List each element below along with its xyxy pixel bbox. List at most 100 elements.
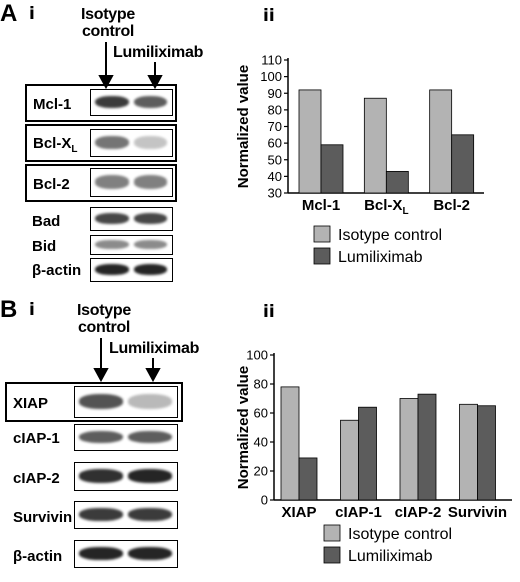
blot-a-label-actin: β-actin [32,262,82,279]
chart-a-ylabel: Normalized value [235,65,252,188]
blot-a-label-mcl-1: Mcl-1 [33,96,72,113]
chart-a-ytick-label: 110 [261,53,282,68]
chart-b-legend-swatch-lumiliximab [323,546,341,564]
chart-a-legend-isotype-control: Isotype control [338,227,442,244]
chart-b-ytick-label: 100 [246,348,268,363]
blot-a-band-mcl-1-lumiliximab [133,95,167,109]
blot-b-strip-ciap-2 [74,462,178,491]
blot-a-label-bcl-2: Bcl-2 [33,176,70,193]
blot-a-strip-bcl-xl [90,129,173,157]
panel-b-lumiliximab-header: Lumiliximab [109,340,200,357]
blot-a-band-bcl-2-lumiliximab [133,175,167,189]
panel-b-i-label: i [29,300,35,320]
chart-b-xtick-label: cIAP-1 [335,504,382,521]
blot-b-band-xiap-lumiliximab [128,394,172,409]
chart-a-ytick-label: 80 [268,102,282,117]
blot-b-band-ciap-2-lumiliximab [128,469,172,483]
blot-b-band-actin-lumiliximab [128,547,172,560]
chart-b-ytick-label: 0 [261,493,268,508]
blot-a-strip-mcl-1 [90,89,173,116]
chart-a: Normalized value 30 40 50 60 70 80 90 100 110 Mcl-… [234,48,520,276]
blot-b-label-xiap: XIAP [13,395,49,412]
panel-b-arrows [93,338,161,383]
chart-a-bar-bcl-xl-lumiliximab [385,170,409,194]
chart-b-legend-swatch-isotype-control [323,524,341,542]
blot-a-band-bad-lumiliximab [133,213,167,224]
chart-a-bar-bcl-xl-isotype-control [363,97,387,194]
panel-a-isotype-header: Isotype control [77,6,139,40]
chart-b-bar-ciap-2-isotype-control [399,398,419,501]
panel-b-ii-label: ii [263,302,275,322]
panel-a-i-label: i [29,4,35,24]
blot-b-band-actin-isotype [79,547,123,560]
chart-b-ytick-label: 60 [254,406,268,421]
panel-b-isotype-line2: control [77,319,131,336]
panel-b-letter: B [0,296,18,323]
chart-a-ytick-label: 50 [268,152,282,167]
chart-a-xtick-label: Bcl-XL [364,197,408,217]
blot-a-strip-bcl-2 [90,168,173,197]
chart-a-bar-mcl-1-isotype-control [298,89,322,194]
blot-a-band-actin-isotype [95,264,129,275]
blot-a-strip-actin [90,258,173,282]
blot-a-band-bid-isotype [95,240,129,249]
chart-b-xtick-label: cIAP-2 [395,504,442,521]
blot-a-band-bcl-xl-isotype [95,136,129,149]
blot-a-label-bad: Bad [32,213,61,230]
chart-b-svg: Normalized value 0 20 40 60 80 100 XIAP cIAP-1 cI… [235,348,512,565]
blot-b-strip-xiap [74,386,178,418]
blot-b-band-ciap-1-lumiliximab [128,430,172,444]
blot-a-strip-bid [90,235,173,255]
panel-a-arrows [98,42,163,90]
chart-b-ytick-label: 80 [254,377,268,392]
blot-a-strip-bad [90,207,173,231]
chart-b-bar-ciap-1-isotype-control [340,419,359,501]
blot-a-band-bid-lumiliximab [133,240,167,249]
blot-b-strip-actin [74,540,178,568]
chart-b-xtick-label: Survivin [448,504,507,521]
chart-b-bar-survivin-lumiliximab [477,405,496,501]
chart-b-bar-ciap-1-lumiliximab [358,406,377,501]
panel-b-isotype-header: Isotype control [73,302,135,336]
blot-a-box-bcl-xl [25,124,177,162]
chart-a-ytick-label: 40 [268,169,282,184]
chart-b-legend-isotype-control: Isotype control [348,526,452,543]
chart-a-bar-mcl-1-lumiliximab [320,144,344,194]
panel-a-isotype-line2: control [81,23,135,40]
chart-b-ylabel: Normalized value [235,366,252,489]
chart-b-bar-xiap-isotype-control [280,386,300,501]
blot-b-band-ciap-2-isotype [79,469,123,483]
chart-a-xtick-label: Mcl-1 [302,197,340,214]
chart-a-ytick-label: 90 [268,86,282,101]
blot-b-band-survivin-isotype [79,508,123,521]
panel-a-lumiliximab-header: Lumiliximab [113,44,204,61]
blot-b-label-survivin: Survivin [13,509,73,526]
chart-a-ytick-label: 60 [268,136,282,151]
blot-a-band-actin-lumiliximab [133,264,167,275]
panel-b-isotype-line1: Isotype [77,302,131,319]
chart-a-ytick-label: 30 [268,186,282,201]
panel-a-ii-label: ii [263,6,275,26]
blot-a-band-mcl-1-isotype [95,95,129,109]
chart-b-ytick-label: 40 [254,435,268,450]
blot-a-label-bcl-xl: Bcl-XL [33,135,78,155]
blot-b-label-actin: β-actin [13,548,63,565]
blot-a-box-bcl-2 [25,164,177,202]
chart-a-legend-lumiliximab: Lumiliximab [338,249,423,266]
chart-b-legend-lumiliximab: Lumiliximab [348,548,433,565]
blot-b-box-xiap [5,382,183,422]
chart-b-bar-ciap-2-lumiliximab [417,393,437,501]
blot-a-box-mcl-1 [25,84,177,122]
blot-b-band-ciap-1-isotype [79,430,123,444]
blot-b-band-survivin-lumiliximab [128,508,172,521]
blot-b-strip-ciap-1 [74,424,178,451]
panel-a-isotype-line1: Isotype [81,6,135,23]
blot-a-band-bad-isotype [95,213,129,224]
chart-b-bar-survivin-isotype-control [459,403,478,501]
chart-a-ytick-label: 100 [260,69,282,84]
blot-b-label-ciap-2: cIAP-2 [13,470,60,487]
blot-a-band-bcl-xl-lumiliximab [133,136,167,149]
chart-b-bar-xiap-lumiliximab [298,457,318,501]
blot-b-strip-survivin [74,501,178,529]
blot-a-band-bcl-2-isotype [95,175,129,189]
